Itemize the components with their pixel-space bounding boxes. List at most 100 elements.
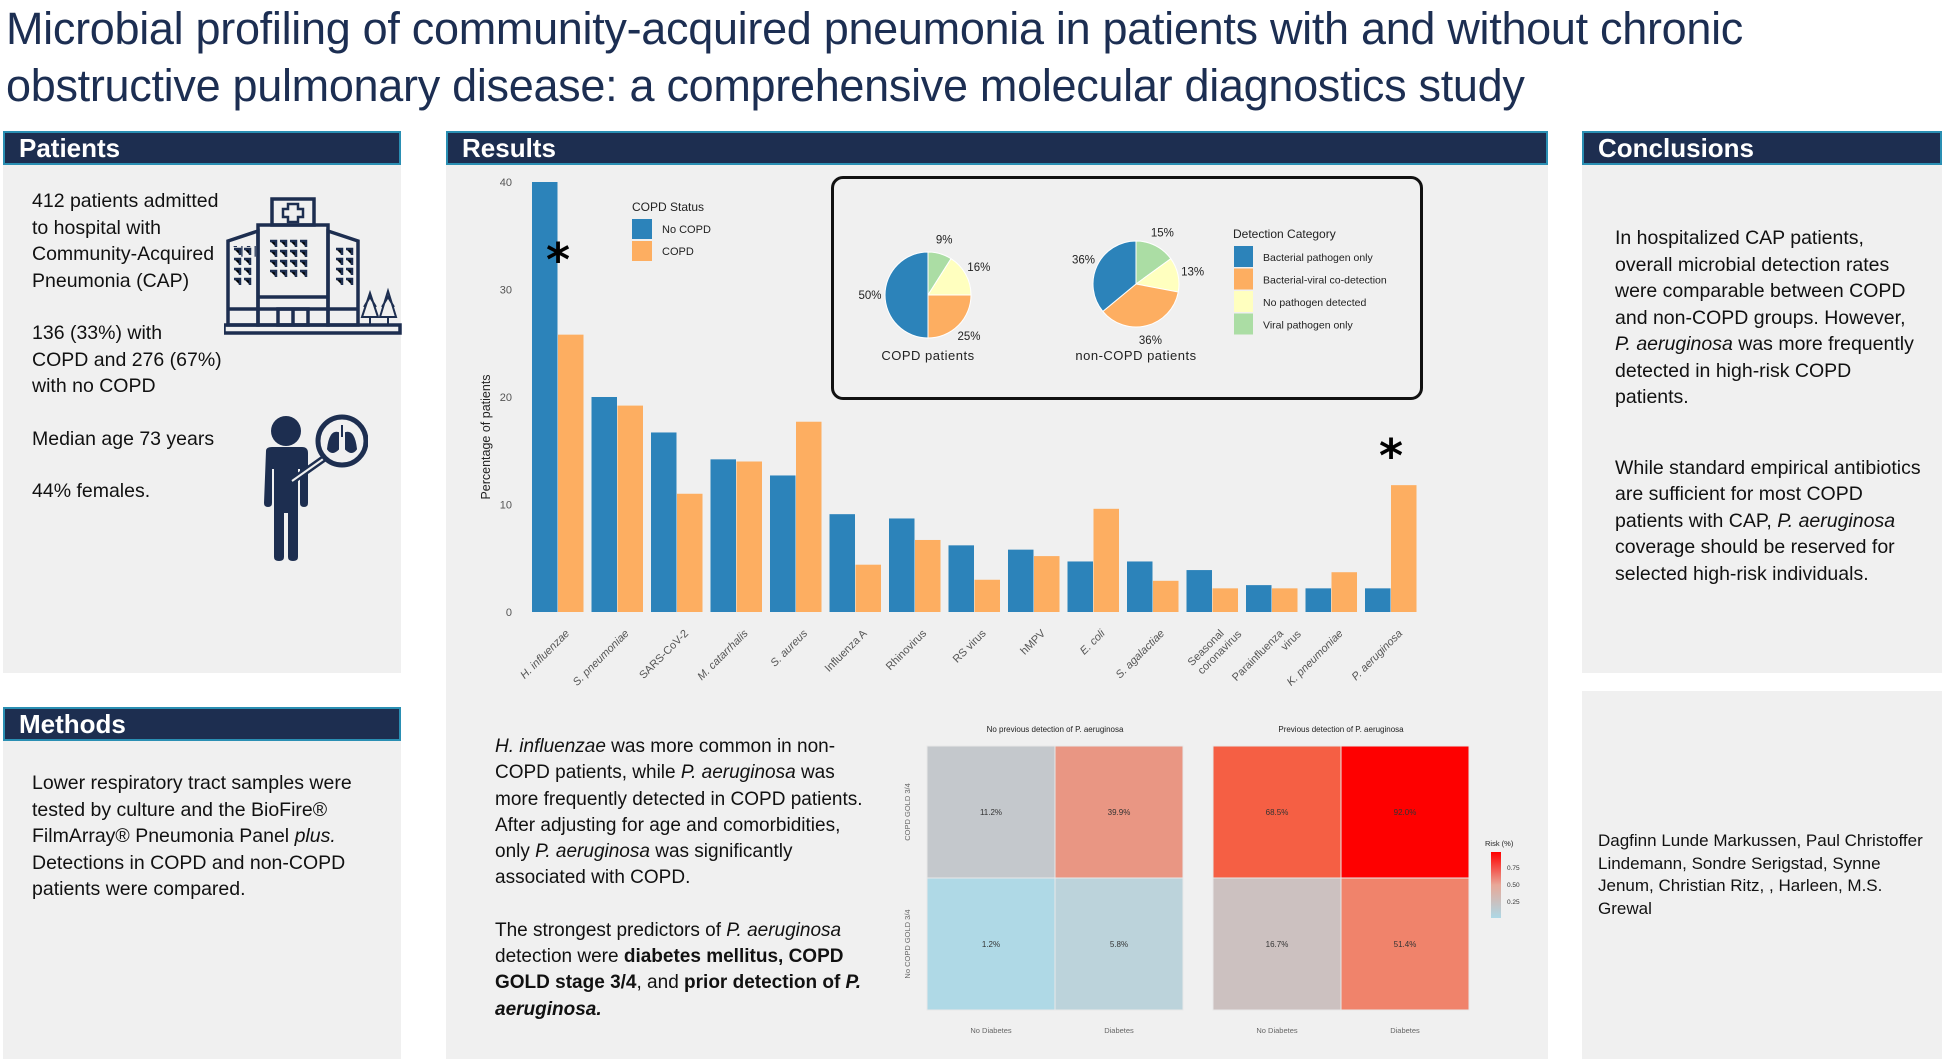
heatmap-cell bbox=[926, 745, 1056, 879]
legend-label: No pathogen detected bbox=[1263, 297, 1366, 309]
heatmap-cell bbox=[1054, 877, 1184, 1011]
bar-copd bbox=[617, 405, 643, 612]
x-tick-label: Rhinovirus bbox=[884, 627, 930, 673]
bar-no-copd bbox=[889, 518, 915, 612]
methods-text-italic: plus. bbox=[294, 825, 336, 847]
conclusions-text: In hospitalized CAP patients, overall mi… bbox=[1615, 225, 1925, 613]
heatmap-cell-label: 11.2% bbox=[980, 808, 1002, 817]
bar-copd bbox=[796, 421, 822, 612]
legend-label: Bacterial-viral co-detection bbox=[1263, 275, 1387, 287]
y-axis-label: Percentage of patients bbox=[479, 374, 493, 499]
y-tick-label: 40 bbox=[500, 177, 512, 189]
legend-title: COPD Status bbox=[632, 200, 704, 214]
heatmap-cell-label: 1.2% bbox=[982, 940, 1000, 949]
bar-no-copd bbox=[1067, 561, 1093, 612]
patient-lungs-icon bbox=[264, 414, 368, 561]
bar-copd bbox=[1272, 588, 1298, 612]
heatmap-x-label: Diabetes bbox=[1104, 1026, 1134, 1035]
authors-panel bbox=[1582, 691, 1942, 1059]
bar-copd bbox=[1212, 588, 1238, 612]
pie-value-label: 9% bbox=[936, 234, 953, 246]
pie-slice bbox=[884, 251, 929, 339]
heatmap-cell bbox=[1054, 745, 1184, 879]
legend-label: Bacterial pathogen only bbox=[1263, 252, 1373, 264]
svg-text:ˉ|ˉ|: ˉ|ˉ| bbox=[232, 244, 259, 257]
bar-no-copd bbox=[1008, 549, 1034, 612]
hospital-icon: ˉ|ˉ| bbox=[224, 197, 402, 335]
legend-swatch bbox=[1234, 246, 1253, 267]
legend-label: COPD bbox=[662, 246, 694, 258]
patients-header: Patients bbox=[3, 131, 401, 165]
legend-label: Viral pathogen only bbox=[1263, 320, 1353, 332]
bar-copd bbox=[1153, 580, 1179, 612]
bar-no-copd bbox=[770, 475, 796, 612]
y-tick-label: 10 bbox=[500, 500, 512, 512]
heatmap-cell-label: 68.5% bbox=[1266, 808, 1289, 817]
legend-swatch bbox=[1234, 291, 1253, 312]
bar-no-copd bbox=[1127, 561, 1153, 612]
patients-count: 412 patients admitted to hospital with C… bbox=[32, 190, 219, 292]
pie-title: non-COPD patients bbox=[1075, 348, 1196, 363]
heatmap-cell bbox=[1212, 877, 1342, 1011]
x-tick-label: hMPV bbox=[1018, 627, 1048, 657]
legend-title: Detection Category bbox=[1233, 227, 1336, 241]
heatmap-cell bbox=[1340, 877, 1470, 1011]
heatmap-x-label: No Diabetes bbox=[970, 1026, 1012, 1035]
pie-value-label: 50% bbox=[858, 290, 881, 302]
pie-frame bbox=[831, 176, 1423, 400]
x-tick-label: H. influenzae bbox=[518, 628, 572, 682]
bar-no-copd bbox=[829, 514, 855, 612]
bar-copd bbox=[736, 461, 762, 612]
pie-title: COPD patients bbox=[881, 348, 974, 363]
heatmap-title: No previous detection of P. aeruginosa bbox=[987, 725, 1124, 734]
bar-no-copd bbox=[710, 459, 736, 612]
bar-copd bbox=[974, 579, 1000, 612]
heatmap-x-label: No Diabetes bbox=[1256, 1026, 1298, 1035]
legend-tick-label: 0.75 bbox=[1507, 865, 1520, 872]
methods-panel bbox=[3, 741, 401, 1059]
significance-asterisk: * bbox=[546, 233, 570, 287]
bar-chart: 0 10 20 30 40 Percentage of patients H. influe… bbox=[479, 177, 1417, 689]
legend-swatch bbox=[632, 241, 652, 261]
x-tick-label: S. pneumoniae bbox=[571, 628, 632, 689]
heatmap-cell-label: 5.8% bbox=[1110, 940, 1128, 949]
results-summary: H. influenzae was more common in non-COP… bbox=[495, 734, 875, 1049]
legend-swatch bbox=[1234, 268, 1253, 290]
x-tick-label: E. coli bbox=[1078, 627, 1108, 657]
legend-title: Risk (%) bbox=[1485, 839, 1514, 848]
heatmap-cell bbox=[1340, 745, 1470, 879]
y-tick-label: 30 bbox=[500, 285, 512, 297]
methods-header: Methods bbox=[3, 707, 401, 741]
conclusions-p1: In hospitalized CAP patients, overall mi… bbox=[1615, 227, 1914, 408]
bar-no-copd bbox=[1305, 588, 1331, 612]
patients-females: 44% females. bbox=[32, 480, 151, 502]
x-tick-label: P. aeruginosa bbox=[1350, 628, 1405, 683]
conclusions-header: Conclusions bbox=[1582, 131, 1942, 165]
x-tick-label: RS virus bbox=[951, 627, 989, 665]
bar-no-copd bbox=[1186, 570, 1212, 612]
pie-slice bbox=[1092, 240, 1137, 313]
bar-no-copd bbox=[948, 545, 974, 612]
bar-no-copd bbox=[651, 432, 677, 612]
heatmap-y-label: No COPD GOLD 3/4 bbox=[903, 909, 912, 978]
pie-slice bbox=[1102, 283, 1179, 328]
x-tick-label: M. catarrhalis bbox=[695, 627, 751, 683]
heatmap-cell-label: 92.0% bbox=[1394, 808, 1417, 817]
bar-no-copd bbox=[1365, 588, 1391, 612]
bar-no-copd bbox=[1246, 585, 1272, 612]
methods-text-2: Detections in COPD and non-COPD patients… bbox=[32, 851, 346, 901]
significance-asterisk: * bbox=[1379, 429, 1403, 483]
y-tick-label: 0 bbox=[506, 607, 512, 619]
bar-no-copd bbox=[591, 397, 617, 612]
conclusions-p2: While standard empirical antibiotics are… bbox=[1615, 456, 1921, 585]
x-tick-label: SARS-CoV-2 bbox=[637, 628, 691, 682]
legend-swatch bbox=[632, 219, 652, 239]
heatmap-x-label: Diabetes bbox=[1390, 1026, 1420, 1035]
y-tick-label: 20 bbox=[500, 392, 512, 404]
patients-copd-split: 136 (33%) with COPD and 276 (67%) with n… bbox=[32, 322, 222, 397]
bar-copd bbox=[915, 539, 941, 612]
pie-value-label: 25% bbox=[957, 331, 980, 343]
bar-copd bbox=[1331, 572, 1357, 612]
pie-value-label: 15% bbox=[1151, 227, 1174, 239]
poster-title: Microbial profiling of community-acquire… bbox=[6, 3, 1743, 111]
